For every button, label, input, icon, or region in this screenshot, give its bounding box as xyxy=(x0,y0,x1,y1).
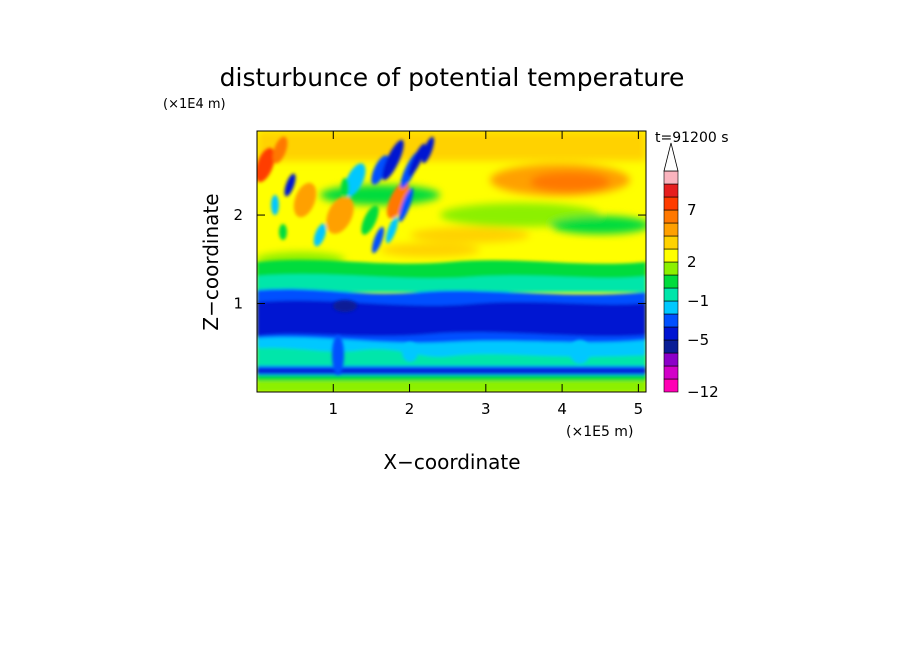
colorbar-swatch xyxy=(663,352,679,367)
colorbar: 7 2 −1 −5 −12 xyxy=(663,142,719,401)
y-tick-label: 2 xyxy=(233,206,243,224)
colorbar-tick-label: −1 xyxy=(687,292,709,310)
colorbar-swatch xyxy=(663,170,679,185)
colorbar-swatch xyxy=(663,222,679,237)
colorbar-swatch xyxy=(663,287,679,302)
colorbar-swatch xyxy=(663,365,679,380)
colorbar-extend-arrow xyxy=(663,142,679,172)
colorbar-swatch xyxy=(663,183,679,198)
time-label: t=91200 s xyxy=(655,130,729,146)
colorbar-tick-label: 2 xyxy=(687,253,697,271)
contour-field xyxy=(257,131,646,392)
x-axis-unit: (×1E5 m) xyxy=(566,424,633,440)
colorbar-swatch xyxy=(663,248,679,263)
colorbar-swatch xyxy=(663,313,679,328)
colorbar-tick-label: −12 xyxy=(687,383,719,401)
x-tick-label: 3 xyxy=(481,400,491,418)
plot-frame xyxy=(256,130,647,393)
y-axis-label: Z−coordinate xyxy=(199,193,223,330)
colorbar-swatch xyxy=(663,326,679,341)
colorbar-swatch xyxy=(663,274,679,289)
chart-title: disturbunce of potential temperature xyxy=(220,63,685,92)
colorbar-swatch xyxy=(663,261,679,276)
x-axis-label: X−coordinate xyxy=(383,450,520,474)
colorbar-swatch xyxy=(663,196,679,211)
y-tick-label: 1 xyxy=(233,295,243,313)
x-tick-label: 5 xyxy=(634,400,644,418)
colorbar-swatch xyxy=(663,300,679,315)
colorbar-swatch xyxy=(663,235,679,250)
colorbar-swatch xyxy=(663,209,679,224)
colorbar-tick-label: −5 xyxy=(687,331,709,349)
colorbar-tick-label: 7 xyxy=(687,201,697,219)
x-tick-label: 4 xyxy=(557,400,567,418)
colorbar-swatch xyxy=(663,339,679,354)
x-tick-label: 1 xyxy=(329,400,339,418)
colorbar-swatch xyxy=(663,378,679,393)
x-tick-label: 2 xyxy=(405,400,415,418)
y-axis-unit: (×1E4 m) xyxy=(163,97,226,112)
